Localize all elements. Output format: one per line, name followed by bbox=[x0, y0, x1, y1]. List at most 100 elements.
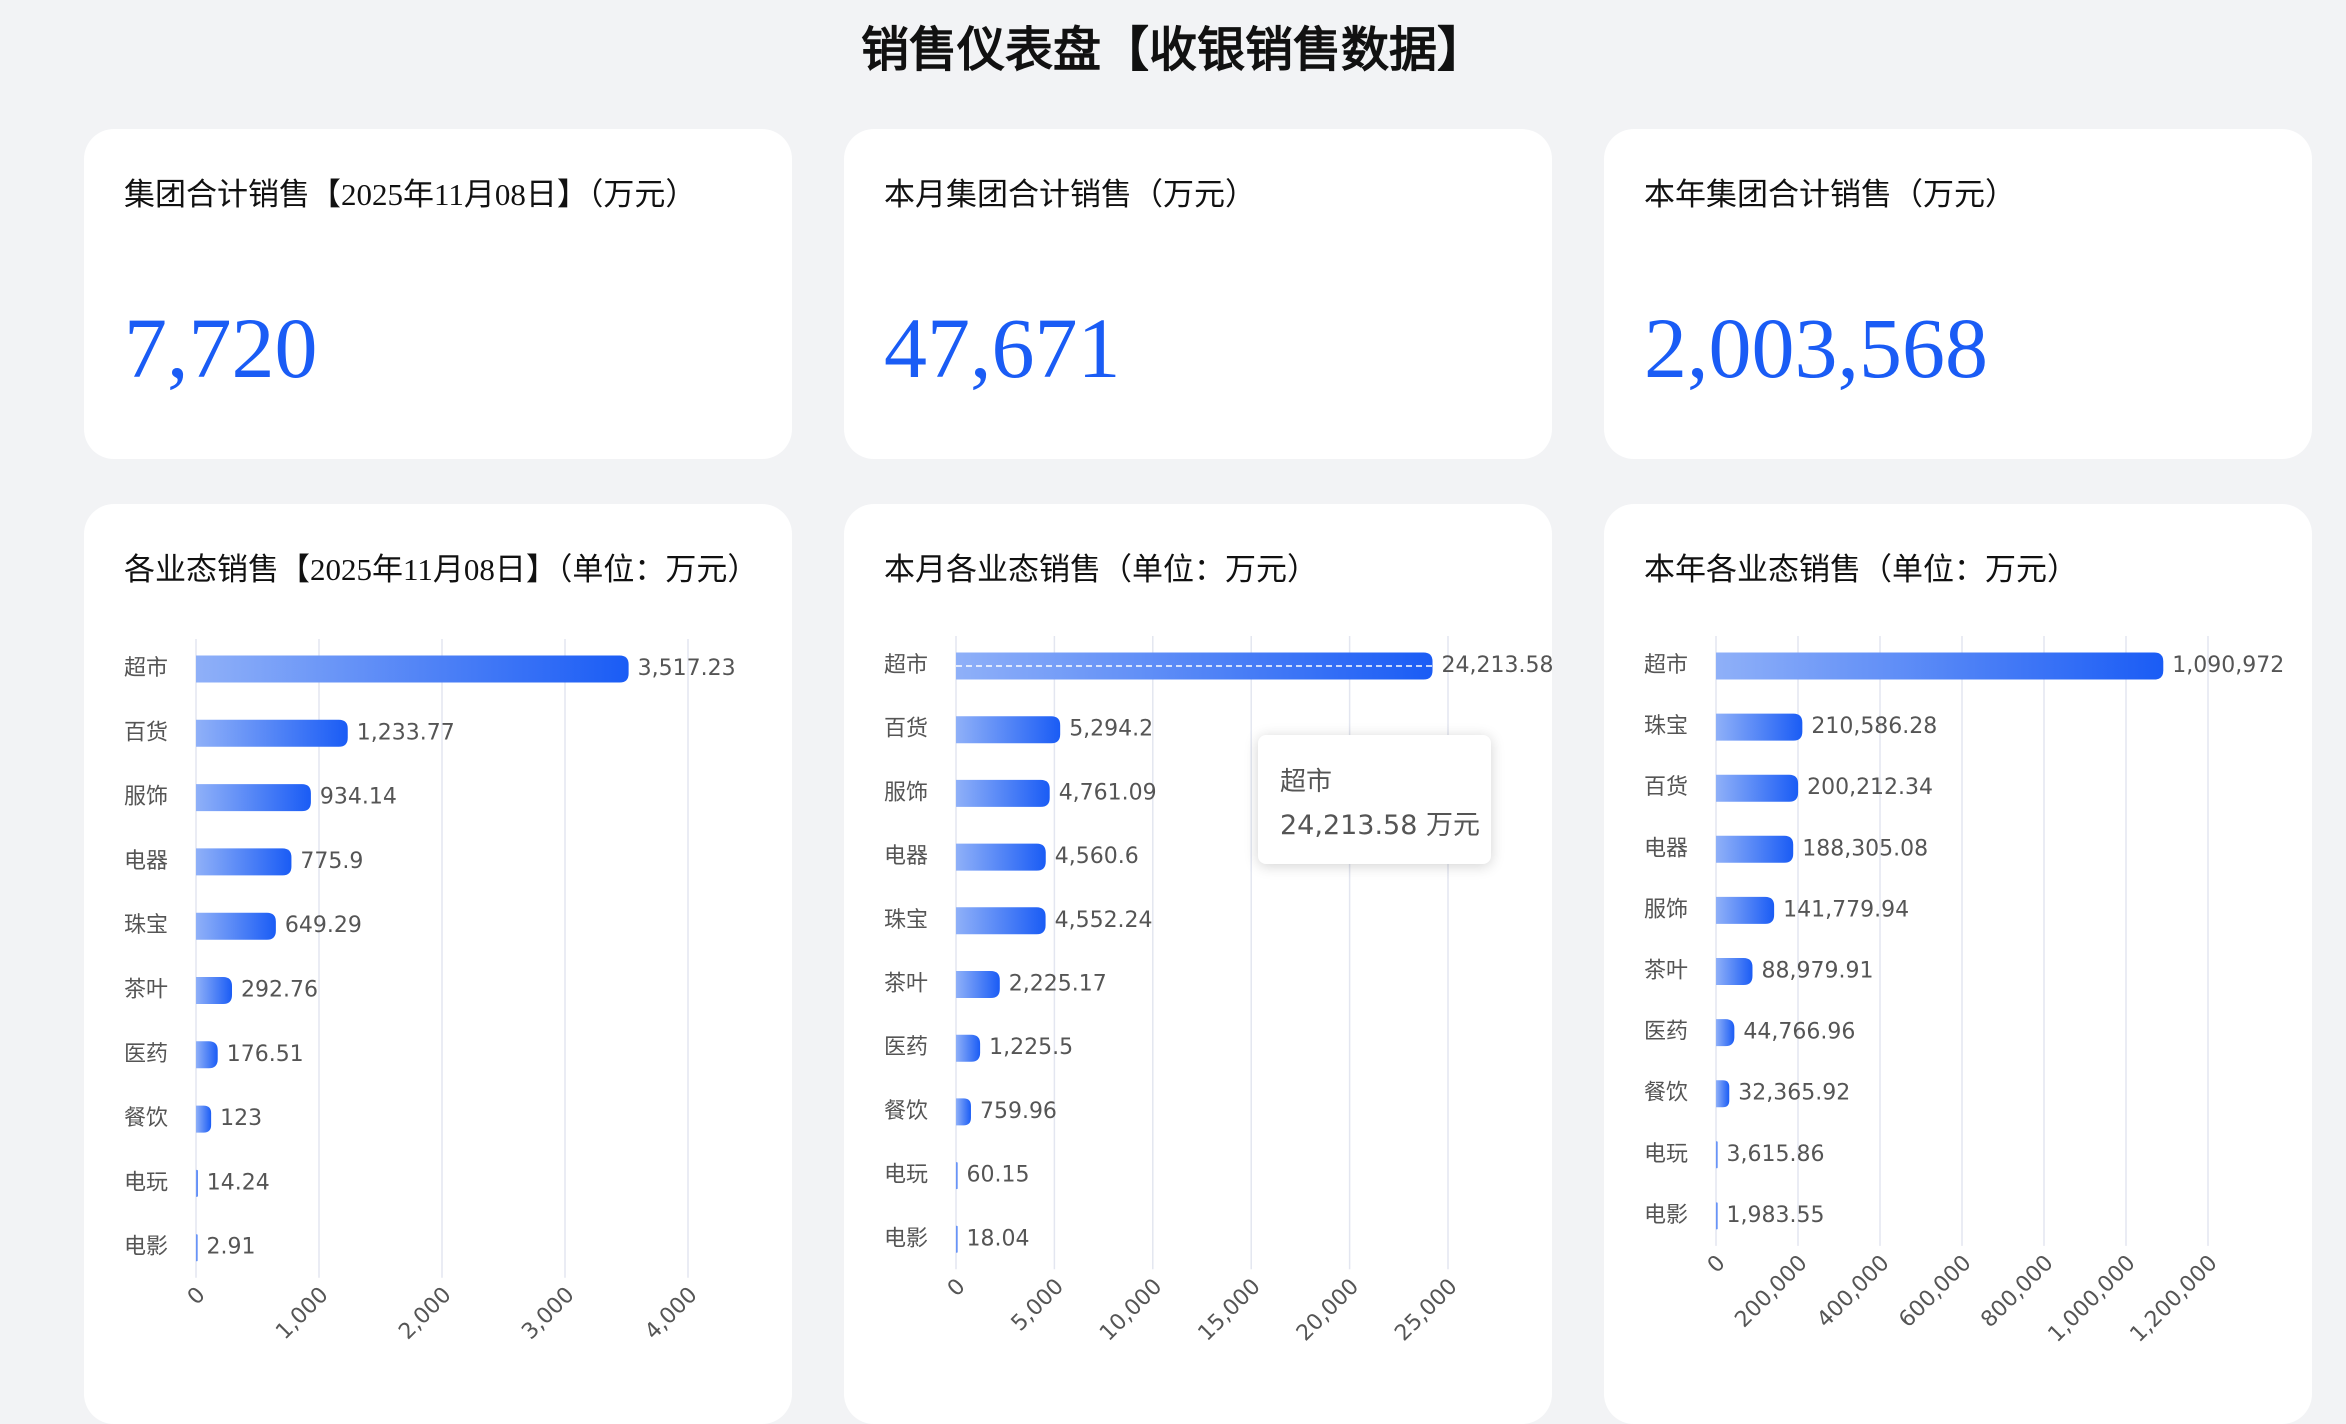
x-tick-label: 0 bbox=[183, 1283, 211, 1311]
category-label: 服饰 bbox=[884, 780, 928, 805]
value-label: 1,225.5 bbox=[989, 1035, 1073, 1060]
bar bbox=[1716, 1202, 1718, 1230]
kpi-value: 7,720 bbox=[124, 300, 318, 396]
chart-title: 本月各业态销售（单位：万元） bbox=[884, 552, 1318, 587]
value-label: 141,779.94 bbox=[1783, 897, 1909, 922]
bar bbox=[196, 1169, 198, 1197]
chart-card: 0 1,000 2,000 3,000 4,000 超市 3,517.23 百货 1,233.7… bbox=[84, 504, 792, 1424]
bar bbox=[956, 779, 1050, 807]
bar bbox=[196, 719, 348, 747]
value-label: 210,586.28 bbox=[1811, 714, 1937, 739]
category-label: 电玩 bbox=[1644, 1142, 1688, 1167]
category-label: 医药 bbox=[124, 1042, 168, 1067]
x-tick-label: 1,000 bbox=[271, 1283, 333, 1345]
x-tick-label: 200,000 bbox=[1730, 1251, 1812, 1333]
x-tick-label: 5,000 bbox=[1007, 1274, 1069, 1336]
bar bbox=[956, 1098, 971, 1126]
category-label: 电影 bbox=[1644, 1203, 1688, 1228]
value-label: 775.9 bbox=[300, 849, 363, 874]
value-label: 2,225.17 bbox=[1009, 972, 1107, 997]
value-label: 3,517.23 bbox=[638, 656, 736, 681]
bar bbox=[956, 971, 1000, 998]
category-label: 茶叶 bbox=[884, 972, 928, 997]
category-label: 服饰 bbox=[1644, 897, 1688, 922]
category-label: 超市 bbox=[884, 653, 928, 678]
value-label: 18.04 bbox=[967, 1226, 1030, 1251]
x-tick-label: 800,000 bbox=[1976, 1251, 2058, 1333]
x-tick-label: 400,000 bbox=[1812, 1251, 1894, 1333]
category-label: 电器 bbox=[884, 844, 928, 869]
value-label: 1,233.77 bbox=[357, 720, 455, 745]
value-label: 32,365.92 bbox=[1738, 1081, 1850, 1106]
x-tick-label: 25,000 bbox=[1390, 1274, 1462, 1346]
chart: 0 200,000 400,000 600,000 800,0001,000,0001,… bbox=[1644, 636, 2284, 1348]
value-label: 60.15 bbox=[967, 1163, 1030, 1188]
category-label: 医药 bbox=[884, 1035, 928, 1060]
bar bbox=[1716, 896, 1775, 924]
x-tick-label: 0 bbox=[943, 1274, 971, 1302]
value-label: 3,615.86 bbox=[1727, 1142, 1825, 1167]
x-tick-label: 1,000,000 bbox=[2044, 1251, 2141, 1348]
value-label: 1,983.55 bbox=[1727, 1203, 1825, 1228]
bar bbox=[1716, 774, 1799, 802]
bar bbox=[1716, 958, 1753, 985]
category-label: 餐饮 bbox=[1644, 1081, 1688, 1106]
x-tick-label: 10,000 bbox=[1095, 1274, 1167, 1346]
value-label: 292.76 bbox=[241, 978, 318, 1003]
x-tick-label: 2,000 bbox=[394, 1283, 456, 1345]
bar bbox=[1716, 1019, 1735, 1047]
bar bbox=[196, 1105, 212, 1133]
kpi-label: 本月集团合计销售（万元） bbox=[884, 177, 1256, 212]
category-label: 电影 bbox=[124, 1235, 168, 1260]
category-label: 餐饮 bbox=[124, 1106, 168, 1131]
value-label: 14.24 bbox=[207, 1170, 270, 1195]
category-label: 茶叶 bbox=[1644, 959, 1688, 984]
value-label: 1,090,972 bbox=[2172, 653, 2284, 678]
chart-card: 0 200,000 400,000 600,000 800,000 1,000,000 1,… bbox=[1604, 504, 2312, 1424]
bar bbox=[196, 1234, 198, 1262]
bar bbox=[956, 652, 1433, 680]
bar bbox=[196, 848, 292, 876]
kpi-label: 集团合计销售【2025年11月08日】（万元） bbox=[124, 177, 697, 212]
chart-card: 0 5,000 10,000 15,000 20,000 25,000 超市 24,213.5… bbox=[844, 504, 1552, 1424]
category-label: 珠宝 bbox=[1644, 714, 1688, 739]
page-title: 销售仪表盘【收银销售数据】 bbox=[860, 24, 1485, 77]
x-tick-label: 20,000 bbox=[1292, 1274, 1364, 1346]
bar bbox=[1716, 713, 1803, 741]
value-label: 5,294.2 bbox=[1069, 717, 1153, 742]
chart-title: 各业态销售【2025年11月08日】（单位：万元） bbox=[124, 552, 759, 587]
bar bbox=[1716, 1080, 1730, 1108]
bar bbox=[956, 1034, 981, 1062]
category-label: 电器 bbox=[1644, 836, 1688, 861]
bar bbox=[196, 1041, 218, 1069]
value-label: 24,213.58 bbox=[1442, 653, 1552, 678]
bar bbox=[1716, 652, 2164, 680]
kpi-card: 本年集团合计销售（万元） 2,003,568 bbox=[1604, 129, 2312, 459]
bar bbox=[196, 784, 311, 812]
value-label: 88,979.91 bbox=[1761, 959, 1873, 984]
tooltip-text: 24,213.58 万元 bbox=[1280, 810, 1480, 841]
value-label: 44,766.96 bbox=[1743, 1020, 1855, 1045]
bar bbox=[196, 912, 276, 940]
category-label: 电玩 bbox=[124, 1170, 168, 1195]
category-label: 超市 bbox=[1644, 653, 1688, 678]
x-tick-label: 3,000 bbox=[517, 1283, 579, 1345]
value-label: 759.96 bbox=[980, 1099, 1057, 1124]
value-label: 123 bbox=[220, 1106, 262, 1131]
category-label: 电器 bbox=[124, 849, 168, 874]
value-label: 649.29 bbox=[285, 913, 362, 938]
category-label: 服饰 bbox=[124, 785, 168, 810]
bar bbox=[196, 977, 233, 1004]
tooltip-title: 超市 bbox=[1280, 767, 1333, 797]
bar bbox=[1716, 1141, 1718, 1169]
x-tick-label: 4,000 bbox=[640, 1283, 702, 1345]
category-label: 百货 bbox=[884, 717, 928, 742]
kpi-label: 本年集团合计销售（万元） bbox=[1644, 177, 2016, 212]
value-label: 4,560.6 bbox=[1055, 844, 1139, 869]
x-tick-label: 1,200,000 bbox=[2126, 1251, 2223, 1348]
bar bbox=[956, 907, 1046, 935]
tooltip: 超市 24,213.58 万元 bbox=[1258, 735, 1491, 864]
x-tick-label: 600,000 bbox=[1894, 1251, 1976, 1333]
value-label: 200,212.34 bbox=[1807, 775, 1933, 800]
value-label: 2.91 bbox=[207, 1235, 256, 1260]
